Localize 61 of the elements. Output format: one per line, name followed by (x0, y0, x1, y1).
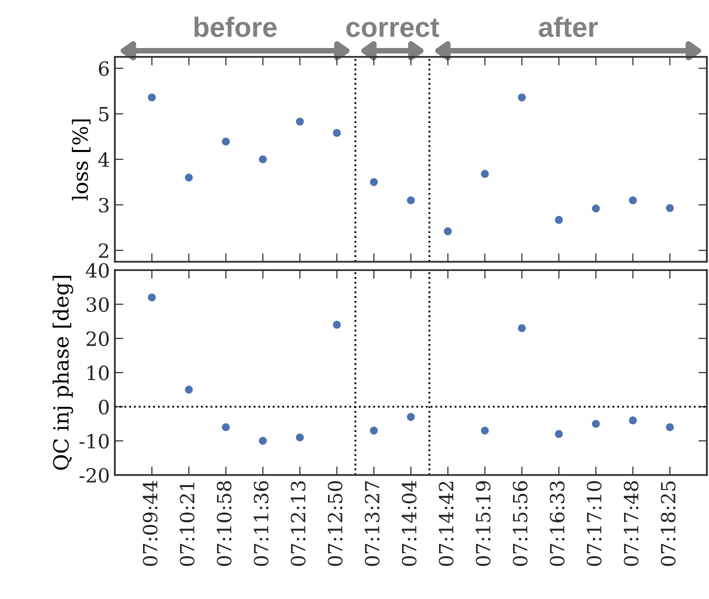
point (184, 172, 194, 182)
point (258, 154, 268, 164)
x-tick-label: 07:16:33 (550, 481, 565, 566)
point (517, 323, 527, 334)
x-tick-label: 07:10:21 (180, 482, 194, 566)
point (295, 432, 305, 442)
x-tick-label: 07:09:44 (142, 480, 158, 566)
point (665, 422, 675, 432)
point (517, 92, 527, 102)
point (554, 429, 564, 439)
point (628, 416, 638, 426)
point (258, 436, 268, 446)
y-tick-label: 20 (86, 331, 109, 346)
text: after (538, 16, 598, 38)
point (591, 418, 601, 429)
point (369, 426, 379, 436)
point (147, 292, 157, 302)
point (480, 426, 490, 436)
point (369, 177, 379, 187)
point (221, 422, 231, 432)
y-tick-label: 0 (98, 400, 109, 414)
point (443, 226, 453, 236)
x-tick-label: 07:14:04 (402, 480, 417, 566)
point (628, 195, 638, 206)
point (332, 128, 342, 138)
text: correct (346, 18, 440, 38)
x-tick-label: 07:17:10 (586, 481, 602, 566)
y-axis-title: QC inj phase [deg] (52, 276, 74, 470)
y-tick-label: -10 (80, 434, 109, 449)
y-tick-label: 40 (86, 263, 109, 278)
x-tick-label: 07:18:25 (660, 481, 676, 566)
point (591, 204, 601, 214)
point (406, 412, 416, 422)
x-tick-label: 07:13:27 (364, 481, 380, 566)
text: before (194, 16, 277, 38)
x-tick-label: 07:15:56 (512, 481, 528, 566)
x-tick-label: 07:14:42 (438, 482, 454, 566)
point (184, 384, 194, 394)
x-tick-label: 07:15:19 (476, 481, 491, 566)
point (554, 215, 564, 225)
x-tick-label: 07:11:36 (254, 481, 269, 566)
point (147, 92, 157, 102)
point (332, 320, 342, 330)
point (295, 116, 305, 126)
y-tick-label: 30 (86, 297, 109, 312)
y-tick-label: 2 (98, 243, 108, 258)
y-tick-label: 6 (98, 61, 109, 76)
y-tick-label: 5 (99, 107, 108, 122)
x-tick-label: 07:10:58 (216, 481, 232, 566)
point (406, 195, 416, 206)
y-axis-title: loss [%] (72, 119, 90, 200)
x-tick-label: 07:12:50 (328, 481, 343, 566)
x-tick-label: 07:17:48 (624, 481, 639, 566)
point (480, 169, 490, 179)
y-tick-label: -20 (80, 468, 109, 483)
y-tick-label: 3 (99, 198, 109, 213)
x-tick-label: 07:12:13 (290, 481, 306, 566)
point (221, 136, 231, 146)
y-tick-label: 10 (88, 366, 109, 380)
y-tick-label: 4 (98, 152, 110, 167)
point (665, 203, 675, 213)
